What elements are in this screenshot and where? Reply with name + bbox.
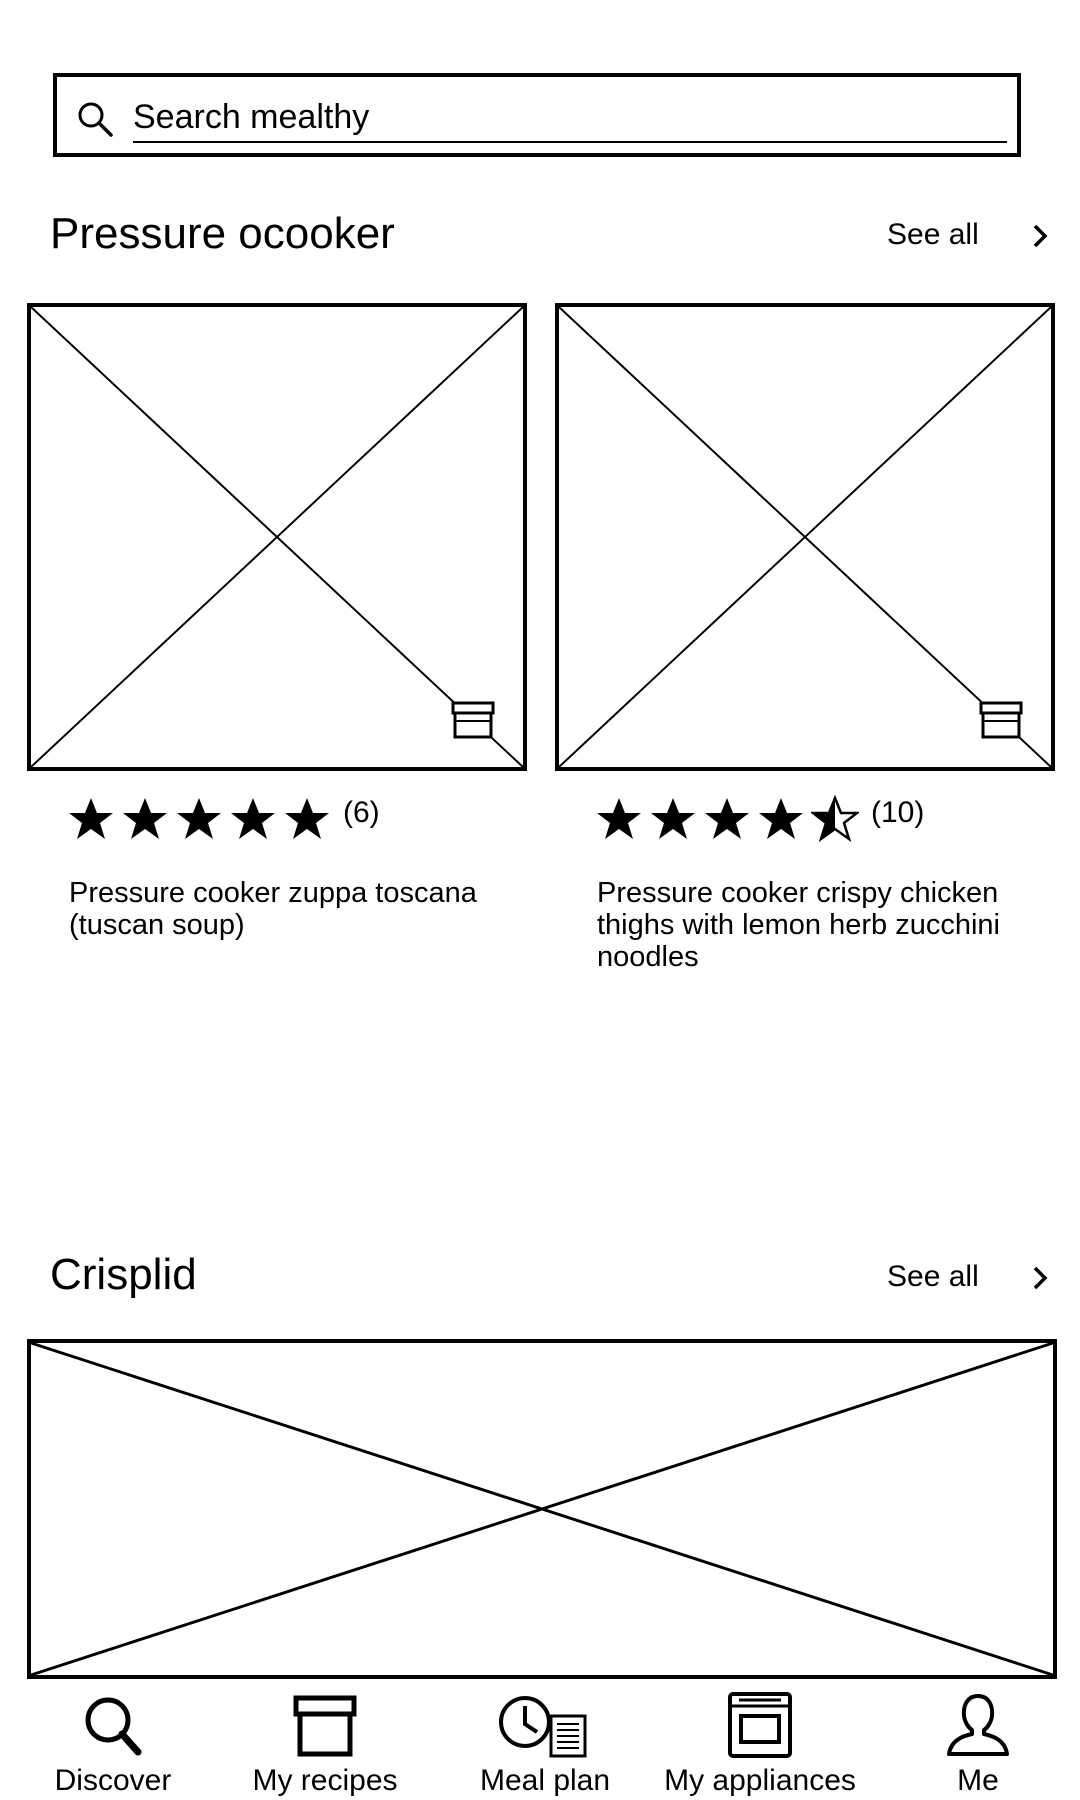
image-placeholder-icon: [31, 307, 523, 767]
star-full-icon: [231, 798, 275, 839]
nav-label: Me: [957, 1764, 999, 1797]
star-rating: (6): [67, 795, 380, 843]
nav-item-meal-plan[interactable]: Meal plan: [470, 1690, 620, 1800]
nav-label: My recipes: [252, 1764, 398, 1797]
save-to-box-icon[interactable]: [449, 695, 497, 743]
clock-list-icon: [499, 1696, 587, 1758]
star-full-icon: [759, 798, 803, 839]
search-input[interactable]: [133, 93, 1007, 143]
star-full-icon: [705, 798, 749, 839]
chevron-right-icon[interactable]: [1028, 1262, 1052, 1294]
recipe-title[interactable]: Pressure cooker zuppa toscana (tuscan so…: [69, 877, 477, 941]
star-full-icon: [177, 798, 221, 839]
recipe-box-icon: [293, 1695, 357, 1757]
nav-label: My appliances: [664, 1764, 856, 1797]
rating-count: (6): [343, 796, 380, 829]
oven-icon: [728, 1692, 792, 1758]
recipe-image-placeholder[interactable]: [555, 303, 1055, 771]
user-icon: [947, 1694, 1009, 1756]
crisplid-recipe-image-placeholder[interactable]: [27, 1339, 1057, 1679]
image-placeholder-icon: [559, 307, 1051, 767]
star-full-icon: [123, 798, 167, 839]
star-full-icon: [651, 798, 695, 839]
recipe-card[interactable]: (10) Pressure cooker crispy chicken thig…: [555, 303, 1055, 973]
nav-label: Discover: [54, 1764, 172, 1797]
star-full-icon: [285, 798, 329, 839]
chevron-right-icon[interactable]: [1028, 220, 1052, 252]
section-title-pressure-cooker: Pressure ocooker: [50, 209, 395, 258]
section-title-crisplid: Crisplid: [50, 1250, 197, 1299]
star-full-icon: [69, 798, 113, 839]
image-placeholder-icon: [31, 1343, 1053, 1675]
bottom-nav: Discover My recipes Meal plan My applia: [0, 1690, 1080, 1800]
recipe-card[interactable]: (6) Pressure cooker zuppa toscana (tusca…: [27, 303, 527, 941]
star-full-icon: [597, 798, 641, 839]
search-bar[interactable]: [53, 73, 1021, 157]
search-icon: [78, 102, 113, 137]
see-all-link-crisplid[interactable]: See all: [887, 1260, 979, 1293]
nav-item-my-appliances[interactable]: My appliances: [660, 1690, 860, 1800]
star-rating: (10): [595, 795, 924, 843]
nav-item-me[interactable]: Me: [918, 1690, 1038, 1800]
nav-item-discover[interactable]: Discover: [38, 1690, 188, 1800]
star-half-icon: [811, 795, 859, 843]
nav-item-my-recipes[interactable]: My recipes: [240, 1690, 410, 1800]
recipe-title[interactable]: Pressure cooker crispy chicken thighs wi…: [597, 877, 1000, 973]
rating-count: (10): [871, 796, 925, 829]
nav-label: Meal plan: [479, 1764, 611, 1797]
see-all-link-pressure-cooker[interactable]: See all: [887, 218, 979, 251]
recipe-image-placeholder[interactable]: [27, 303, 527, 771]
search-icon: [85, 1697, 142, 1756]
save-to-box-icon[interactable]: [977, 695, 1025, 743]
